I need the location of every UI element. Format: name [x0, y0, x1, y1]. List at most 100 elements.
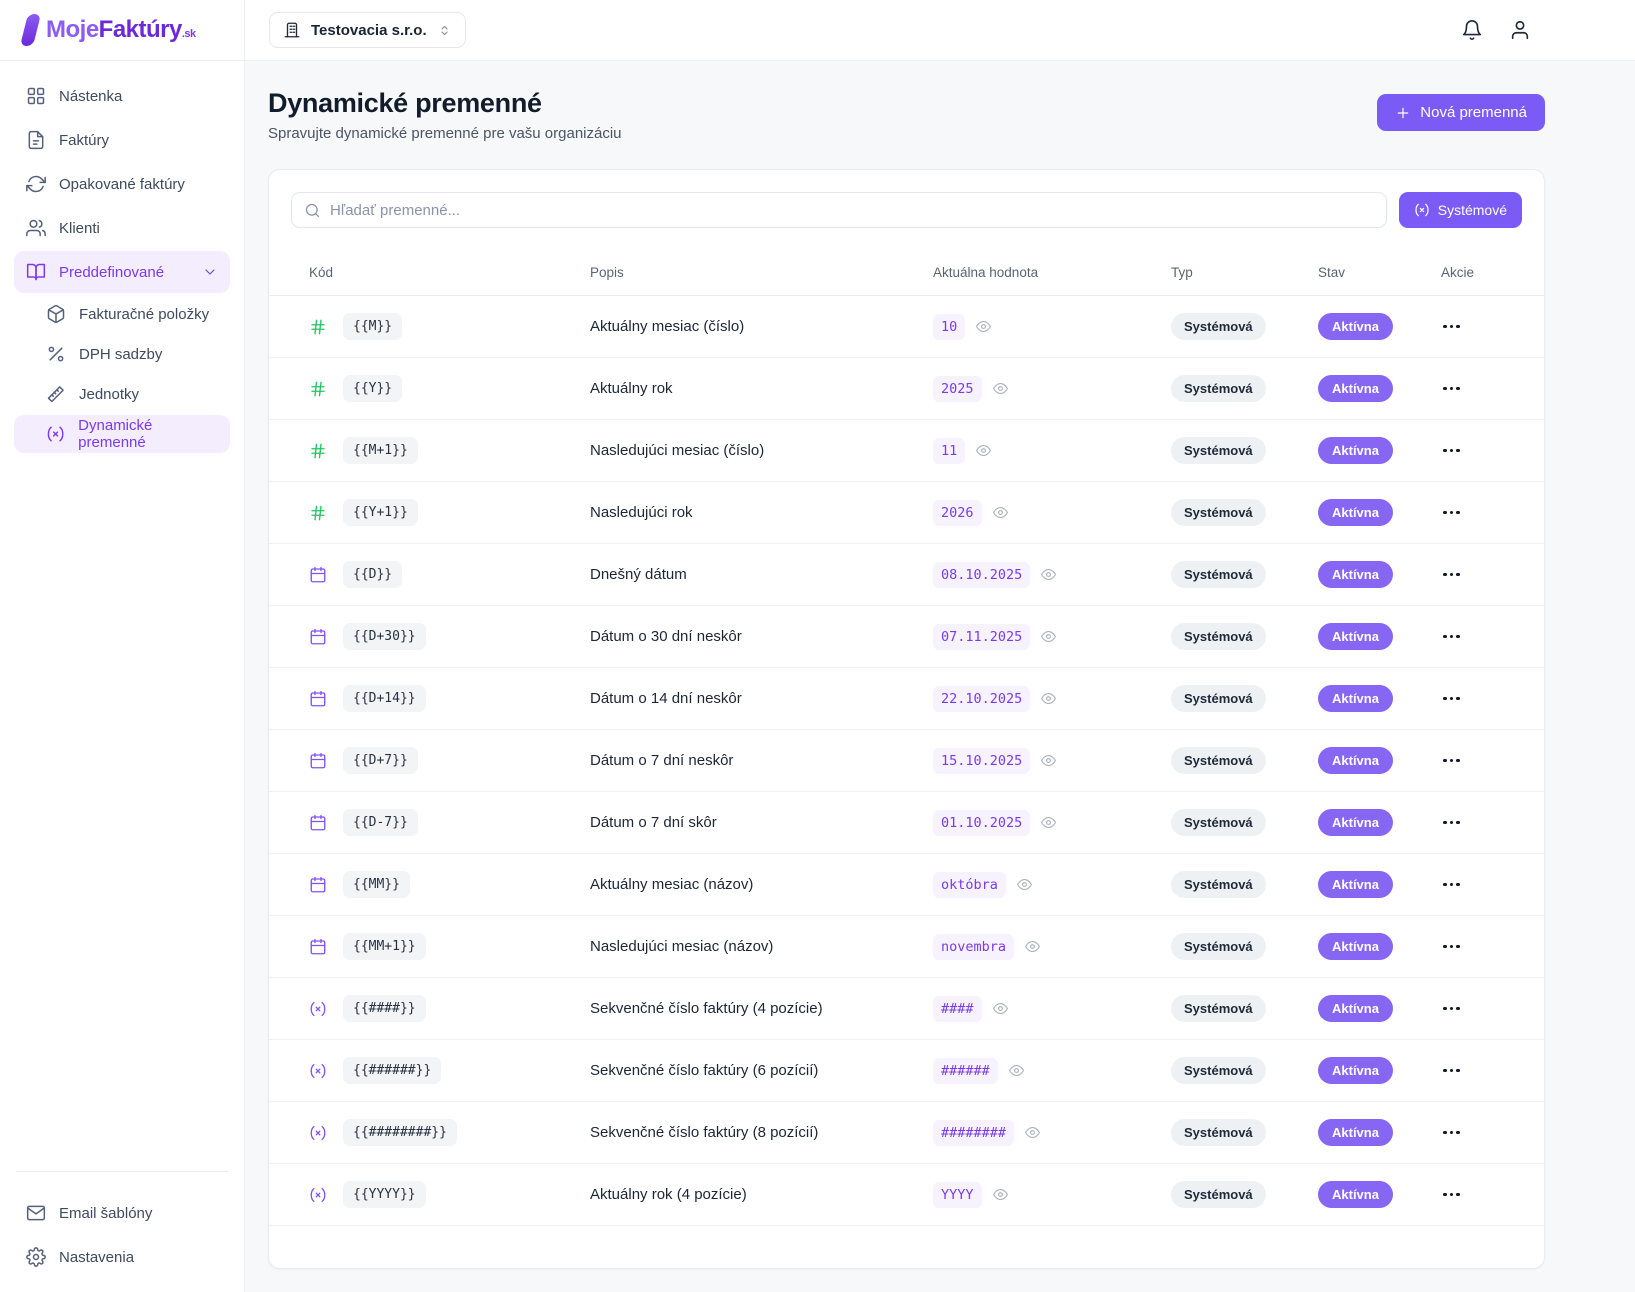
invoice-icon — [26, 130, 46, 150]
hash-icon — [309, 318, 327, 336]
table-row: {{MM}} Aktuálny mesiac (názov) októbra Syst… — [269, 854, 1544, 916]
eye-icon[interactable] — [1016, 877, 1032, 892]
row-actions-button[interactable] — [1441, 629, 1462, 645]
search-input[interactable] — [330, 201, 1374, 219]
new-variable-button[interactable]: Nová premenná — [1377, 94, 1545, 131]
logo-icon — [20, 14, 41, 46]
row-actions-button[interactable] — [1441, 1001, 1462, 1017]
calendar-icon — [309, 814, 327, 832]
app-logo[interactable]: MojeFaktúry.sk — [0, 0, 244, 61]
variable-description: Dátum o 7 dní neskôr — [590, 752, 734, 769]
status-badge: Aktívna — [1318, 375, 1393, 402]
row-actions-button[interactable] — [1441, 753, 1462, 769]
column-header-akcie: Akcie — [1441, 265, 1475, 280]
row-actions-button[interactable] — [1441, 877, 1462, 893]
eye-icon[interactable] — [1041, 567, 1057, 582]
variable-value: 10 — [933, 313, 966, 340]
eye-icon[interactable] — [992, 1187, 1008, 1202]
eye-icon[interactable] — [1041, 691, 1057, 706]
status-badge: Aktívna — [1318, 747, 1393, 774]
calendar-icon — [309, 752, 327, 770]
type-badge: Systémová — [1171, 375, 1266, 402]
status-badge: Aktívna — [1318, 1057, 1393, 1084]
eye-icon[interactable] — [1041, 753, 1057, 768]
var-icon — [46, 424, 65, 444]
column-header-typ: Typ — [1171, 265, 1193, 280]
row-actions-button[interactable] — [1441, 1187, 1462, 1203]
variable-description: Nasledujúci mesiac (názov) — [590, 938, 774, 955]
eye-icon[interactable] — [992, 1001, 1008, 1016]
var-icon — [309, 1124, 327, 1142]
sidebar-item-label: Dynamické premenné — [78, 417, 153, 451]
eye-icon[interactable] — [1025, 1125, 1040, 1140]
var-icon — [309, 1062, 327, 1080]
user-menu-button[interactable] — [1509, 19, 1531, 41]
eye-icon[interactable] — [1008, 1063, 1024, 1078]
chevron-updown-icon — [437, 23, 452, 38]
eye-icon[interactable] — [1025, 939, 1040, 954]
sidebar-item-n-stenka[interactable]: Nástenka — [14, 75, 230, 117]
row-actions-button[interactable] — [1441, 319, 1462, 335]
sidebar-item-dynamick-premenn-[interactable]: Dynamické premenné — [14, 415, 230, 453]
page-subtitle: Spravujte dynamické premenné pre vašu or… — [268, 125, 622, 142]
variable-description: Aktuálny mesiac (názov) — [590, 876, 754, 893]
status-badge: Aktívna — [1318, 499, 1393, 526]
variable-value: ######## — [933, 1119, 1015, 1146]
sidebar-item-nastavenia[interactable]: Nastavenia — [14, 1236, 230, 1278]
variable-code-badge: {{########}} — [343, 1119, 457, 1146]
variable-description: Dátum o 14 dní neskôr — [590, 690, 742, 707]
row-actions-button[interactable] — [1441, 939, 1462, 955]
type-badge: Systémová — [1171, 995, 1266, 1022]
status-badge: Aktívna — [1318, 1119, 1393, 1146]
variable-value: YYYY — [933, 1181, 982, 1208]
variable-code-badge: {{M}} — [343, 313, 403, 340]
eye-icon[interactable] — [992, 505, 1008, 520]
eye-icon[interactable] — [1041, 815, 1057, 830]
sidebar-item-opakovan-fakt-ry[interactable]: Opakované faktúry — [14, 163, 230, 205]
eye-icon[interactable] — [976, 443, 992, 458]
variable-value: 01.10.2025 — [933, 809, 1031, 836]
row-actions-button[interactable] — [1441, 381, 1462, 397]
variable-value: ###### — [933, 1057, 998, 1084]
variable-code-badge: {{MM+1}} — [343, 933, 426, 960]
sidebar-item-fakt-ry[interactable]: Faktúry — [14, 119, 230, 161]
company-selector[interactable]: Testovacia s.r.o. — [269, 12, 466, 48]
row-actions-button[interactable] — [1441, 1063, 1462, 1079]
row-actions-button[interactable] — [1441, 1125, 1462, 1141]
sidebar-item-preddefinovan-[interactable]: Preddefinované — [14, 251, 230, 293]
sidebar-item-label: Opakované faktúry — [59, 175, 185, 193]
sidebar-item-email-abl-ny[interactable]: Email šablóny — [14, 1192, 230, 1234]
system-filter-button[interactable]: Systémové — [1398, 192, 1522, 228]
bell-icon — [1461, 20, 1483, 44]
var-icon — [309, 1000, 327, 1018]
eye-icon[interactable] — [1041, 629, 1057, 644]
sidebar-nav: Nástenka Faktúry Opakované faktúry Klienti P… — [0, 61, 244, 453]
table-row: {{####}} Sekvenčné číslo faktúry (4 pozíc… — [269, 978, 1544, 1040]
variable-code-badge: {{M+1}} — [343, 437, 418, 464]
column-header-stav: Stav — [1318, 265, 1346, 280]
sidebar-item-jednotky[interactable]: Jednotky — [14, 375, 230, 413]
sidebar-item-faktura-n-polo-ky[interactable]: Fakturačné položky — [14, 295, 230, 333]
eye-icon[interactable] — [992, 381, 1008, 396]
row-actions-button[interactable] — [1441, 443, 1462, 459]
sidebar-item-dph-sadzby[interactable]: DPH sadzby — [14, 335, 230, 373]
row-actions-button[interactable] — [1441, 505, 1462, 521]
sidebar-item-klienti[interactable]: Klienti — [14, 207, 230, 249]
table-row: {{########}} Sekvenčné číslo faktúry (8 p… — [269, 1102, 1544, 1164]
variable-description: Nasledujúci rok — [590, 504, 693, 521]
status-badge: Aktívna — [1318, 1181, 1393, 1208]
clients-icon — [26, 218, 46, 238]
row-actions-button[interactable] — [1441, 815, 1462, 831]
row-actions-button[interactable] — [1441, 691, 1462, 707]
eye-icon[interactable] — [976, 319, 992, 334]
notifications-button[interactable] — [1461, 19, 1483, 41]
new-variable-label: Nová premenná — [1420, 104, 1527, 121]
package-icon — [46, 304, 66, 324]
main-area: Testovacia s.r.o. Dynamické premenné Spr… — [245, 0, 1635, 1292]
row-actions-button[interactable] — [1441, 567, 1462, 583]
search-field[interactable] — [291, 192, 1387, 228]
sidebar-item-label: Fakturačné položky — [79, 305, 210, 323]
type-badge: Systémová — [1171, 809, 1266, 836]
sidebar-divider — [16, 1171, 228, 1172]
variable-value: 11 — [933, 437, 966, 464]
